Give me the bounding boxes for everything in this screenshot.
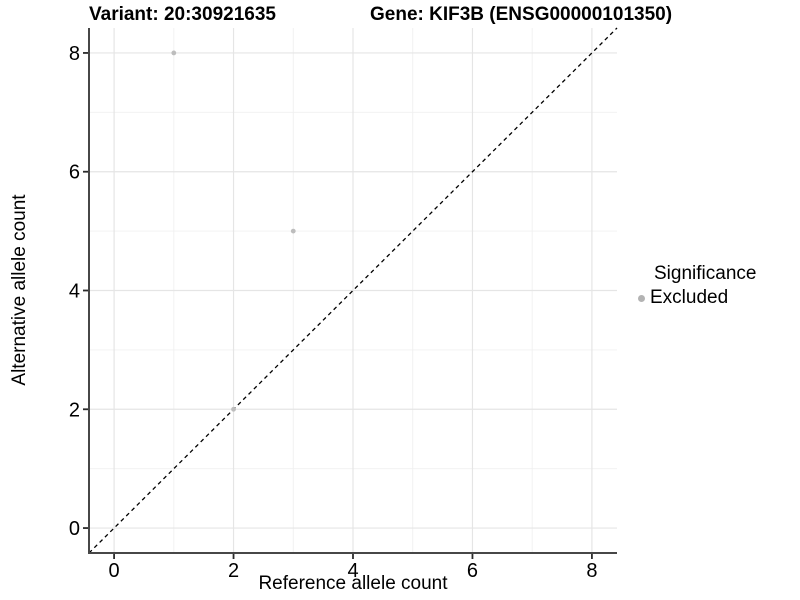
legend-title: Significance: [654, 263, 757, 284]
y-axis-title: Alternative allele count: [9, 194, 30, 386]
x-tick-label: 4: [347, 560, 358, 582]
x-tick-label: 8: [586, 560, 597, 582]
x-tick-label: 6: [467, 560, 478, 582]
data-point: [290, 228, 296, 234]
legend-item-excluded: Excluded: [632, 287, 756, 309]
excluded-dot-icon: [637, 294, 645, 302]
legend: Significance Excluded: [632, 263, 756, 309]
data-point: [231, 406, 236, 412]
plot-title-variant: Variant: 20:30921635: [89, 4, 276, 25]
legend-item-label: Excluded: [650, 287, 729, 308]
plot-title-gene: Gene: KIF3B (ENSG00000101350): [370, 4, 673, 25]
y-tick-label: 0: [69, 518, 80, 540]
y-tick-label: 8: [69, 43, 80, 65]
legend-key-dot-icon: [632, 289, 650, 307]
x-tick-label: 2: [228, 560, 239, 582]
x-axis-title: Reference allele count: [258, 573, 448, 594]
y-tick-label: 2: [69, 399, 80, 421]
y-tick-label: 6: [69, 162, 80, 184]
y-tick-label: 4: [69, 281, 80, 303]
x-tick-label: 0: [109, 560, 120, 582]
data-point: [171, 50, 177, 56]
